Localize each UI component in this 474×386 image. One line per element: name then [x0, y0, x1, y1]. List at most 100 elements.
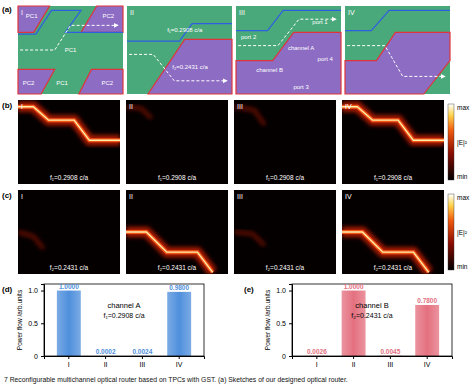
field-label: I [21, 193, 23, 200]
y-axis-line [289, 285, 293, 357]
sketch: IV [345, 6, 450, 94]
y-tick-mark [289, 291, 292, 292]
field-label: III [237, 193, 243, 200]
sketch-region [236, 32, 341, 94]
sketch-text: port 4 [318, 56, 334, 62]
sketch-label: IV [348, 9, 355, 16]
x-axis: IIIIIIIV [45, 356, 205, 368]
x-axis-line [45, 357, 205, 360]
x-tick-label: IV [176, 361, 183, 368]
x-tick: III [139, 356, 145, 368]
chart-title: channel A [108, 301, 141, 310]
field-background [126, 100, 228, 184]
panel-label: (b) [2, 101, 13, 110]
sketch-region [345, 32, 450, 94]
chart-subtitle: f₁=0.2908 c/a [103, 312, 144, 319]
plot-frame [292, 284, 452, 356]
panel-label: (c) [2, 191, 12, 200]
sketch-region [18, 69, 55, 94]
y-tick-mark [289, 323, 292, 324]
colorbar-max: max [457, 104, 470, 111]
field-frequency: f₂=0.2431 c/a [50, 264, 89, 271]
bar-chart: 00.51.0IIIIIIIVPower flow /arb.unitschan… [264, 283, 453, 368]
field-map: IIf₁=0.2908 c/a [126, 100, 228, 184]
sketch-text: port 1 [312, 19, 328, 25]
field-map: IVf₁=0.2908 c/a [342, 100, 444, 184]
field-glow [342, 107, 444, 141]
bar-chart: 00.51.0IIIIIIIVPower flow /arb.unitschan… [16, 283, 205, 368]
x-tick-mark [390, 356, 391, 359]
field-background [18, 100, 120, 184]
field-map: IIIf₂=0.2431 c/a [234, 190, 336, 274]
x-tick-mark [105, 356, 106, 359]
x-tick: III [387, 356, 393, 368]
field-map: IVf₂=0.2431 c/a [342, 190, 444, 274]
field-glow [342, 232, 429, 272]
field-glow [126, 232, 213, 272]
data-label: 0.0002 [96, 348, 116, 355]
y-tick-label: 1.0 [28, 287, 38, 294]
sketch-arrow [238, 19, 336, 45]
field-glow [18, 107, 120, 141]
field-frequency: f₁=0.2908 c/a [158, 174, 197, 181]
bars [305, 291, 439, 356]
sketch-text: PC1 [56, 80, 68, 86]
bar [57, 291, 81, 356]
field-glow [126, 232, 213, 272]
field-glow [342, 107, 444, 141]
y-axis: 0 0.5 1.0 [28, 285, 44, 360]
field-map: III f₁=0.2908 c/a [234, 100, 336, 184]
y-tick: 1.0 [28, 287, 44, 294]
y-tick-label: 0 [34, 353, 38, 360]
sketch: IPC1PC2PC1PC2PC1PC2 [18, 6, 123, 94]
field-glow [126, 232, 213, 272]
sketch-label: II [130, 9, 134, 16]
sketch-edge [18, 10, 123, 34]
x-tick-mark [142, 356, 143, 359]
field-glow [18, 232, 44, 249]
x-tick: II [352, 356, 356, 368]
sketch-background [236, 6, 341, 94]
data-label: 0.9800 [169, 284, 189, 291]
sketch-arrow [129, 54, 227, 80]
field-label: III [237, 103, 243, 110]
y-tick: 1.0 [276, 287, 292, 294]
sketch: IIIport 1port 2channel Achannel Bport 4p… [236, 6, 341, 94]
x-tick-mark [353, 356, 354, 359]
y-tick-mark [41, 356, 44, 357]
data-label: 1.0000 [344, 283, 364, 290]
bar [415, 305, 439, 356]
sketch-text: channel A [288, 45, 314, 51]
y-axis-title: Power flow /arb.units [16, 289, 23, 350]
y-axis: 00.51.0 [276, 285, 292, 360]
y-tick: 0.5 [28, 320, 44, 327]
sketch-text: PC1 [26, 13, 38, 19]
panel-label: (d) [2, 285, 13, 294]
x-tick-mark [179, 356, 180, 359]
y-axis-title: Power flow /arb.units [264, 289, 271, 350]
sketch-text: PC2 [23, 80, 35, 86]
x-tick-label: I [68, 361, 70, 368]
field-map: If₂=0.2431 c/a [18, 190, 120, 274]
field-frequency: f₁=0.2908 c/a [50, 174, 89, 181]
y-tick: 0.5 [276, 320, 292, 327]
colorbar-min: min [457, 263, 468, 270]
sketch-text: port 2 [241, 34, 257, 40]
y-axis-line [41, 285, 45, 357]
sketch-arrow [347, 46, 445, 77]
sketch-background [127, 6, 232, 94]
x-tick-label: IV [424, 361, 431, 368]
bar [167, 292, 191, 356]
field-label: II [129, 193, 133, 200]
x-tick: I [68, 356, 70, 368]
field-frequency: f₁=0.2908 c/a [266, 174, 305, 181]
sketch-text: f₂=0.2431 c/a [172, 64, 208, 70]
colorbar-title: |E|² [457, 229, 468, 237]
x-tick-label: I [316, 361, 318, 368]
field-label: I [21, 103, 23, 110]
sketch-region [81, 6, 123, 32]
y-tick-label: 1.0 [276, 287, 286, 294]
sketch-region [79, 69, 123, 94]
sketch-text: PC2 [101, 80, 113, 86]
field-glow [234, 232, 265, 245]
